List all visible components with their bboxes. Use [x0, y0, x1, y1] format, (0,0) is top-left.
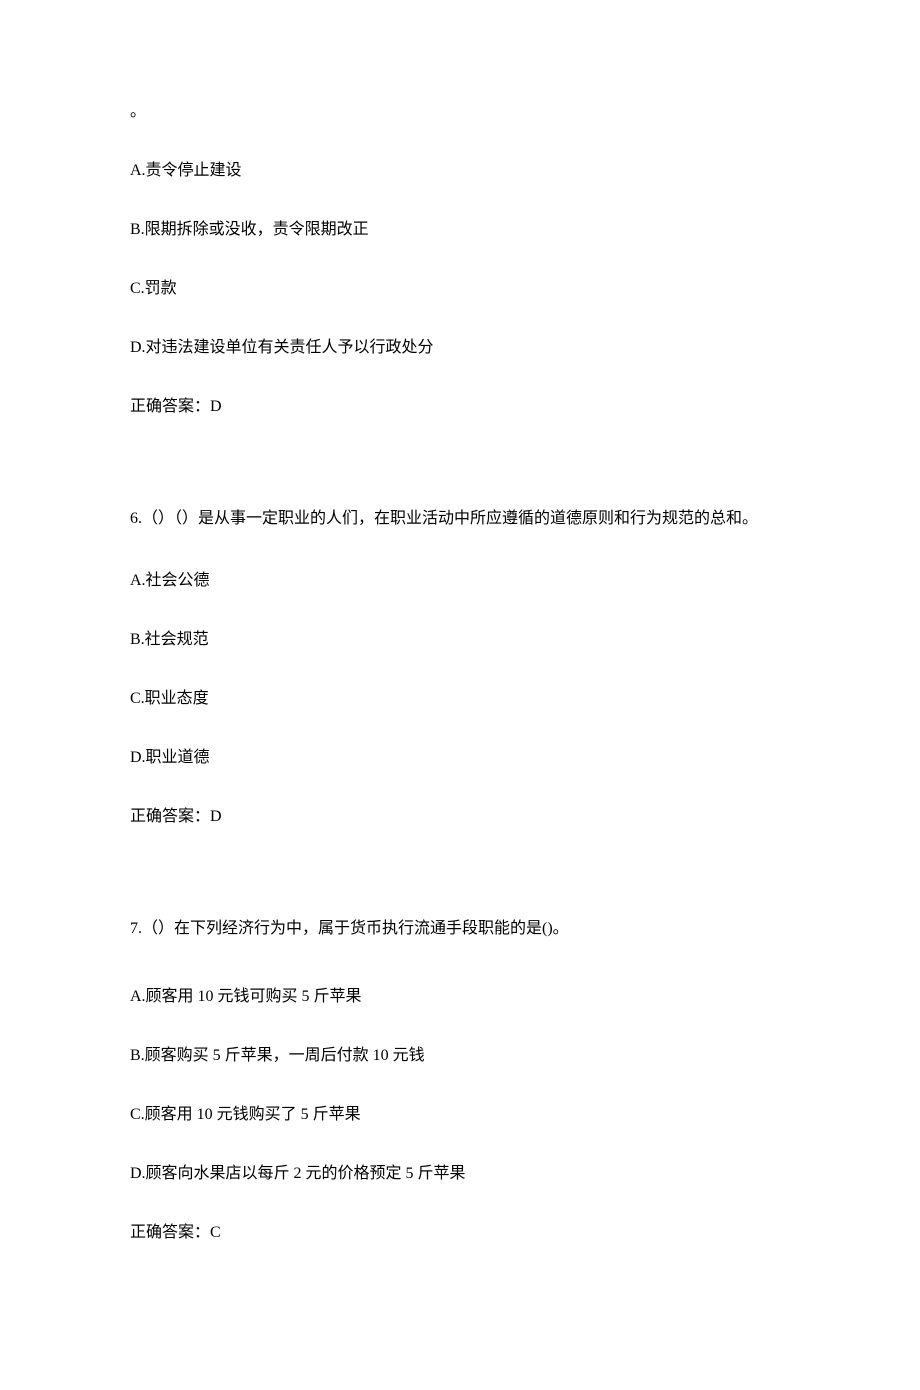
question-7-option-d: D.顾客向水果店以每斤 2 元的价格预定 5 斤苹果: [130, 1162, 790, 1186]
question-5-fragment: 。: [130, 100, 790, 124]
question-5-option-a: A.责令停止建设: [130, 159, 790, 183]
question-6-answer: 正确答案：D: [130, 805, 790, 829]
question-7-option-b: B.顾客购买 5 斤苹果，一周后付款 10 元钱: [130, 1044, 790, 1068]
question-7-text: 7.（）在下列经济行为中，属于货币执行流通手段职能的是()。: [130, 914, 790, 944]
question-5-option-c: C.罚款: [130, 277, 790, 301]
question-6-option-c: C.职业态度: [130, 687, 790, 711]
question-6-option-b: B.社会规范: [130, 628, 790, 652]
question-6-text: 6.（）（）是从事一定职业的人们，在职业活动中所应遵循的道德原则和行为规范的总和…: [130, 504, 790, 534]
question-7-option-a: A.顾客用 10 元钱可购买 5 斤苹果: [130, 985, 790, 1009]
question-6-option-a: A.社会公德: [130, 569, 790, 593]
question-5-option-d: D.对违法建设单位有关责任人予以行政处分: [130, 336, 790, 360]
question-5-option-b: B.限期拆除或没收，责令限期改正: [130, 218, 790, 242]
question-6-option-d: D.职业道德: [130, 746, 790, 770]
question-5-answer: 正确答案：D: [130, 395, 790, 419]
question-7-option-c: C.顾客用 10 元钱购买了 5 斤苹果: [130, 1103, 790, 1127]
question-7-answer: 正确答案：C: [130, 1221, 790, 1245]
